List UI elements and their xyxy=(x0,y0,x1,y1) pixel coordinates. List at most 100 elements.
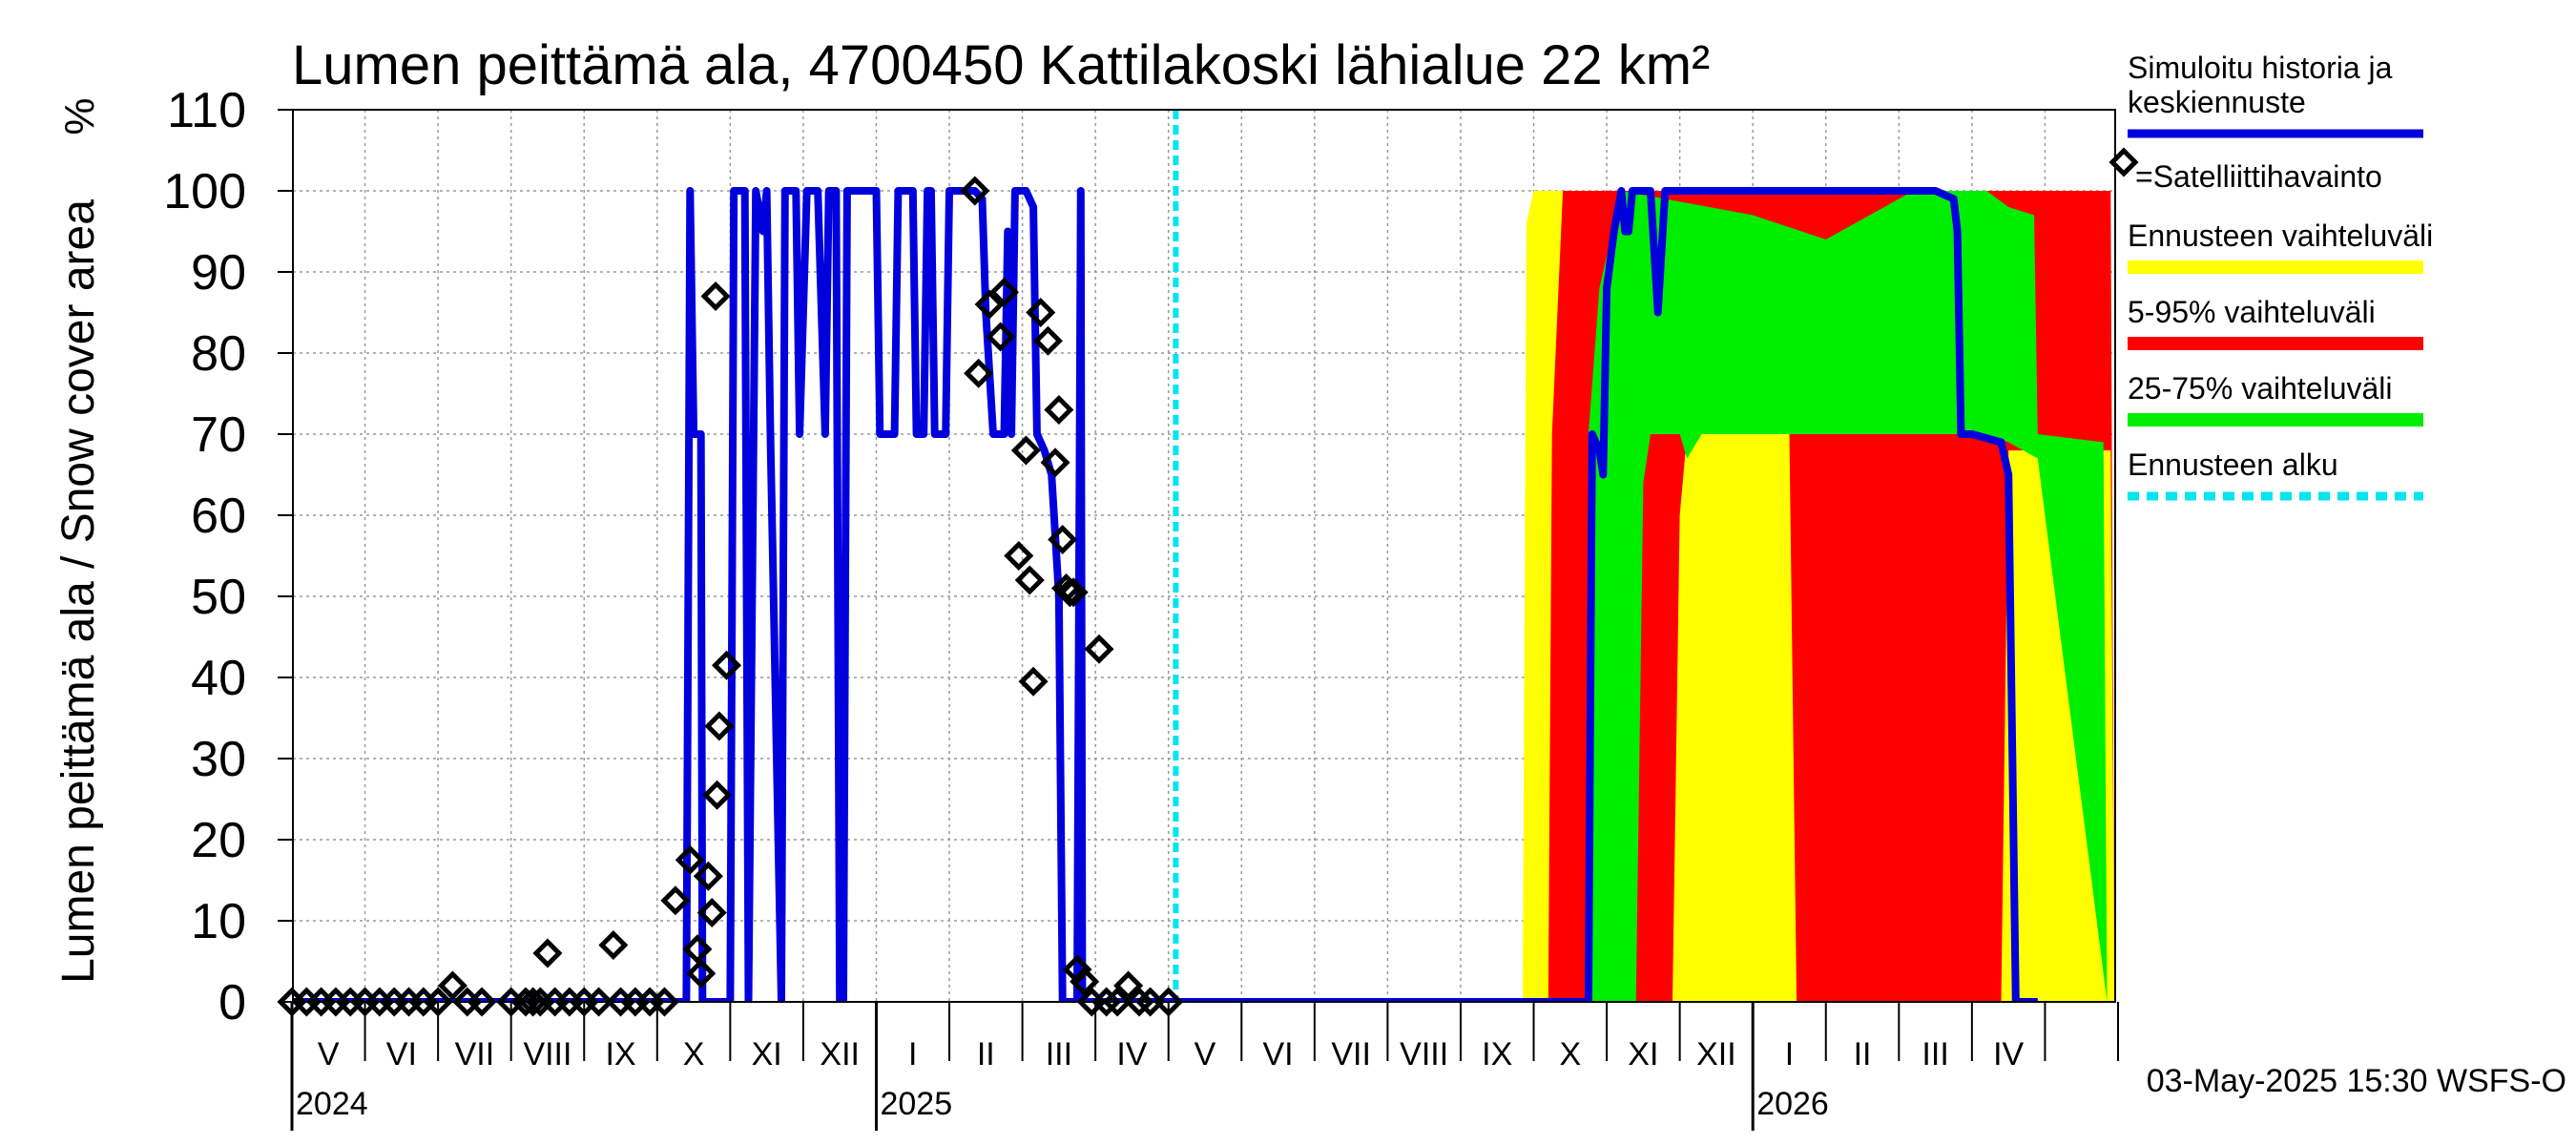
month-label: VIII xyxy=(1400,1036,1448,1072)
legend-label: Ennusteen vaihteluväli xyxy=(2128,219,2433,253)
footer-timestamp: 03-May-2025 15:30 WSFS-O xyxy=(2147,1063,2566,1099)
legend-label: keskiennuste xyxy=(2128,85,2306,119)
month-label: X xyxy=(1559,1036,1581,1072)
y-axis: 0 10 20 30 40 50 60 70 80 90 100 110 xyxy=(163,83,293,1030)
y-tick-label: 110 xyxy=(167,83,246,138)
y-axis-label: Lumen peittämä ala / Snow cover area xyxy=(53,199,104,984)
observation-marker xyxy=(960,176,990,206)
month-label: XI xyxy=(1628,1036,1658,1072)
observation-marker xyxy=(1040,448,1070,478)
observation-marker xyxy=(1010,435,1041,466)
observation-marker xyxy=(704,711,735,741)
observation-marker xyxy=(598,929,629,961)
y-axis-unit: % xyxy=(56,97,103,135)
simulated-line xyxy=(293,187,2038,1002)
y-tick-label: 20 xyxy=(191,813,246,868)
year-label: 2025 xyxy=(880,1086,952,1122)
observation-marker xyxy=(1014,565,1045,595)
month-label: I xyxy=(908,1036,917,1072)
month-label: V xyxy=(1195,1036,1216,1072)
observation-marker xyxy=(711,650,742,680)
legend-label: Ennusteen alku xyxy=(2128,448,2338,482)
month-label: II xyxy=(977,1036,995,1072)
chart-title: Lumen peittämä ala, 4700450 Kattilakoski… xyxy=(292,34,1710,96)
observation-marker xyxy=(584,987,614,1017)
year-label: 2026 xyxy=(1756,1086,1829,1122)
legend-label: 5-95% vaihteluväli xyxy=(2128,295,2376,329)
month-label: VIII xyxy=(523,1036,571,1072)
observation-marker xyxy=(682,934,713,965)
month-label: V xyxy=(318,1036,340,1072)
y-tick-label: 90 xyxy=(191,245,246,301)
observation-marker xyxy=(986,322,1016,352)
observation-marker xyxy=(696,897,727,928)
observation-marker xyxy=(437,970,467,1001)
observation-marker xyxy=(1044,394,1074,426)
y-tick-label: 80 xyxy=(191,326,246,382)
month-label: IV xyxy=(1993,1036,2024,1072)
observation-marker xyxy=(1004,540,1034,572)
observation-marker xyxy=(1032,325,1063,356)
observation-marker xyxy=(675,844,705,875)
y-tick-label: 70 xyxy=(191,407,246,463)
month-label: III xyxy=(1922,1036,1948,1072)
observation-marker xyxy=(964,358,994,388)
y-tick-label: 50 xyxy=(191,570,246,625)
observation-marker xyxy=(700,281,731,312)
month-label: VI xyxy=(1262,1036,1293,1072)
observation-marker xyxy=(988,277,1019,307)
month-label: XII xyxy=(820,1036,860,1072)
legend-label: 25-75% vaihteluväli xyxy=(2128,371,2393,406)
observation-marker xyxy=(1084,634,1114,664)
observation-marker xyxy=(1102,987,1132,1017)
y-tick-label: 30 xyxy=(191,732,246,787)
band-25-75-vaihteluv-li xyxy=(1585,191,2108,1002)
y-tick-label: 0 xyxy=(218,975,246,1030)
observation-marker xyxy=(649,987,679,1017)
month-label: VI xyxy=(386,1036,417,1072)
observation-marker xyxy=(693,861,723,891)
observation-marker xyxy=(1070,967,1100,997)
observation-marker xyxy=(1026,297,1056,328)
legend-diamond-icon xyxy=(2109,147,2139,177)
observation-marker xyxy=(1018,666,1049,697)
observation-marker xyxy=(702,780,733,810)
month-label: VII xyxy=(455,1036,495,1072)
observation-marker xyxy=(686,958,717,989)
series-lines xyxy=(293,110,2038,1002)
y-tick-label: 10 xyxy=(191,894,246,949)
month-label: IV xyxy=(1116,1036,1147,1072)
observation-marker xyxy=(1054,577,1085,608)
satellite-observations xyxy=(277,176,1184,1017)
y-tick-label: 100 xyxy=(163,164,246,219)
observation-marker xyxy=(467,987,497,1017)
month-label: III xyxy=(1046,1036,1072,1072)
month-label: IX xyxy=(605,1036,635,1072)
month-label: VII xyxy=(1331,1036,1371,1072)
year-label: 2024 xyxy=(296,1086,368,1122)
observation-marker xyxy=(1062,954,1092,985)
month-label: II xyxy=(1854,1036,1872,1072)
observation-marker xyxy=(518,987,549,1017)
month-label: XI xyxy=(752,1036,782,1072)
observation-marker xyxy=(532,938,563,968)
observation-marker xyxy=(1113,970,1144,1001)
legend-label: Simuloitu historia ja xyxy=(2128,51,2393,85)
month-label: X xyxy=(683,1036,705,1072)
observation-marker xyxy=(660,885,691,916)
uncertainty-bands xyxy=(1523,191,2115,1002)
x-axis: V VI VII VIII IX X XI XII I II III IV V VI VII VIII IX X X… xyxy=(290,1002,2119,1131)
month-label: I xyxy=(1785,1036,1794,1072)
y-tick-label: 40 xyxy=(191,651,246,706)
month-label: IX xyxy=(1482,1036,1512,1072)
observation-marker xyxy=(1091,987,1122,1017)
month-label: XII xyxy=(1696,1036,1736,1072)
observation-marker xyxy=(1048,524,1078,555)
y-tick-label: 60 xyxy=(191,489,246,544)
observation-marker xyxy=(1124,987,1154,1017)
legend-label: =Satelliittihavainto xyxy=(2135,159,2382,194)
observation-marker xyxy=(974,289,1005,320)
plot-frame xyxy=(292,109,2116,1003)
